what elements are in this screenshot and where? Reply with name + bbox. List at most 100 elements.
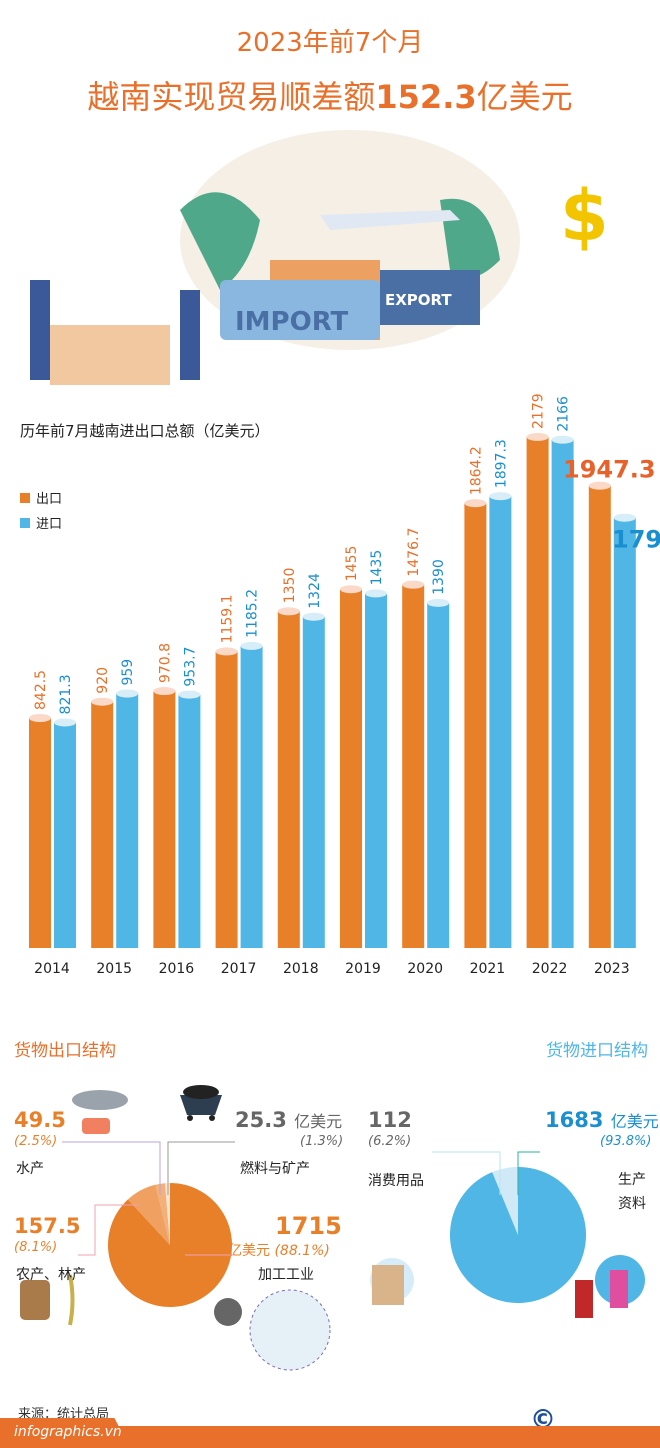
- bar-label: 959: [120, 659, 136, 686]
- bar-label: 1476.7: [406, 528, 422, 577]
- svg-text:IMPORT: IMPORT: [235, 307, 349, 337]
- bar-chart: 842.5 821.3 2014 920 959 2015 970.8 953.7 2016 11…: [29, 393, 660, 977]
- bar-cap: [340, 585, 362, 594]
- pie-slice-1: [449, 1167, 586, 1303]
- export-fuel-label: 燃料与矿产: [240, 1161, 310, 1177]
- bar-label: 1947.3: [563, 456, 656, 484]
- import-consumer-label: 消费用品: [368, 1173, 424, 1189]
- bar-export-2021: [464, 503, 487, 948]
- import-production-label: 生产资料: [618, 1172, 646, 1212]
- export-processing-value: 1715: [275, 1212, 342, 1240]
- bar-cap: [464, 499, 487, 508]
- pie-slice-3: [107, 1183, 232, 1307]
- pie-slice-0: [492, 1167, 518, 1235]
- bar-cap: [215, 647, 238, 656]
- wood-rice-icon: [20, 1274, 75, 1326]
- title-line1: 2023年前7个月: [236, 28, 424, 58]
- bar-label: 1795: [612, 526, 660, 554]
- svg-text:$: $: [560, 175, 609, 257]
- bar-export-2016: [153, 691, 176, 948]
- bar-cap: [526, 432, 549, 441]
- bar-label: 821.3: [58, 674, 74, 714]
- bar-export-2015: [91, 701, 114, 948]
- coal-cart-icon: [180, 1085, 222, 1121]
- bar-label: 1350: [282, 568, 298, 604]
- bar-export-2022: [526, 436, 549, 948]
- x-tick-label: 2021: [470, 961, 506, 977]
- bar-import-2023: [613, 517, 636, 948]
- import-structure-title: 货物进口结构: [546, 1041, 648, 1061]
- bar-cap: [613, 513, 636, 522]
- bar-label: 2179: [531, 393, 547, 429]
- bar-label: 970.8: [157, 643, 173, 683]
- export-pie: [107, 1183, 232, 1307]
- export-processing-pct: 亿美元 (88.1%): [228, 1243, 330, 1259]
- bar-import-2016: [178, 694, 201, 948]
- export-processing-label: 加工工业: [258, 1267, 314, 1283]
- svg-text:EXPORT: EXPORT: [385, 291, 452, 309]
- bar-import-2020: [427, 602, 450, 948]
- bar-export-2014: [29, 718, 51, 948]
- x-tick-label: 2022: [532, 961, 568, 977]
- bar-label: 1435: [369, 550, 385, 586]
- import-pie: [449, 1167, 586, 1303]
- legend-export: 出口: [20, 488, 62, 507]
- x-tick-label: 2014: [34, 961, 70, 977]
- bar-import-2017: [240, 645, 263, 948]
- x-tick-label: 2018: [283, 961, 319, 977]
- bar-label: 920: [95, 667, 111, 694]
- bar-export-2023: [588, 485, 611, 948]
- import-production-value: 1683 亿美元: [545, 1108, 659, 1132]
- bar-cap: [240, 641, 263, 650]
- bar-import-2021: [489, 496, 512, 948]
- site-link[interactable]: infographics.vn: [0, 1418, 130, 1448]
- bar-export-2017: [215, 651, 238, 948]
- bar-cap: [116, 689, 139, 698]
- bar-cap: [402, 580, 425, 589]
- bar-label: 2166: [556, 396, 572, 432]
- import-consumer-pct: (6.2%): [368, 1134, 412, 1149]
- bar-cap: [91, 697, 114, 706]
- fish-icon: [72, 1090, 128, 1134]
- bar-import-2014: [54, 722, 76, 948]
- x-tick-label: 2023: [594, 961, 630, 977]
- bar-label: 953.7: [182, 647, 198, 687]
- bar-label: 842.5: [33, 670, 49, 710]
- import-consumer-value: 112: [368, 1108, 412, 1132]
- bar-cap: [29, 714, 51, 722]
- bar-cap: [551, 435, 574, 444]
- x-tick-label: 2017: [221, 961, 257, 977]
- import-production-pct: (93.8%): [600, 1134, 652, 1149]
- bar-label: 1864.2: [468, 446, 484, 495]
- export-agri-label: 农产、林产: [16, 1267, 86, 1283]
- bar-label: 1897.3: [493, 439, 509, 488]
- title-line2: 越南实现贸易顺差额152.3亿美元: [87, 78, 573, 116]
- bar-label: 1185.2: [245, 589, 261, 638]
- bar-cap: [302, 612, 325, 621]
- legend-import: 进口: [20, 513, 62, 532]
- x-tick-label: 2016: [159, 961, 195, 977]
- bar-export-2019: [340, 589, 362, 948]
- export-aquatic-pct: (2.5%): [14, 1134, 58, 1149]
- bar-cap: [178, 690, 201, 699]
- bar-label: 1455: [344, 546, 360, 582]
- bar-import-2018: [302, 616, 325, 948]
- bar-import-2019: [365, 593, 387, 948]
- pie-slice-2: [127, 1184, 170, 1245]
- pie-charts: [20, 1085, 645, 1371]
- trade-illustration: IMPORT EXPORT $: [30, 130, 609, 385]
- export-aquatic-value: 49.5: [14, 1108, 66, 1132]
- bar-export-2018: [277, 611, 300, 948]
- x-tick-label: 2015: [96, 961, 132, 977]
- industry-icon: [214, 1289, 331, 1371]
- bar-cap: [365, 589, 387, 598]
- bar-cap: [153, 687, 176, 696]
- export-fuel-pct: (1.3%): [300, 1134, 344, 1149]
- x-tick-label: 2019: [345, 961, 381, 977]
- chart-title: 历年前7月越南进出口总额（亿美元）: [20, 422, 270, 440]
- bar-label: 1390: [431, 559, 447, 595]
- bar-cap: [277, 607, 300, 616]
- bar-label: 1324: [307, 573, 323, 609]
- bar-cap: [427, 598, 450, 607]
